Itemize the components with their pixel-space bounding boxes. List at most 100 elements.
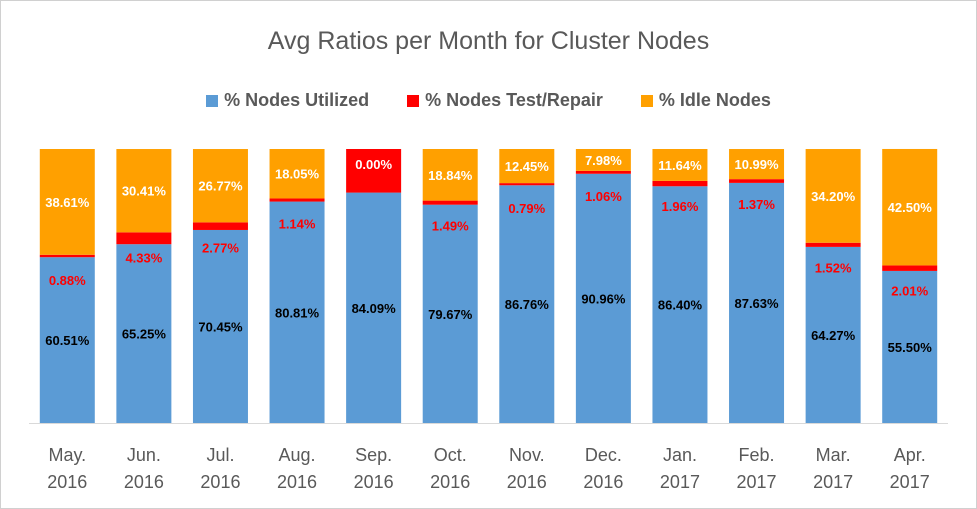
legend-item-test-repair: % Nodes Test/Repair (407, 90, 603, 111)
data-label: 2.01% (891, 283, 928, 298)
bar-segment (652, 149, 708, 181)
bar-segment (499, 149, 555, 184)
data-label: 4.33% (125, 250, 162, 265)
x-tick-label: 2016 (47, 472, 87, 492)
bar-segment (575, 149, 631, 171)
data-label: 42.50% (888, 200, 933, 215)
bar-segment (575, 170, 631, 174)
data-label: 11.64% (658, 158, 702, 173)
data-label: 10.99% (734, 157, 779, 172)
data-label: 1.06% (585, 189, 622, 204)
x-tick-label: 2016 (507, 472, 547, 492)
x-tick-label: Jun. (127, 445, 161, 465)
data-label: 86.76% (505, 297, 550, 312)
legend-swatch-test-repair (407, 94, 420, 107)
legend-swatch-utilized (206, 94, 219, 107)
data-label: 1.49% (432, 219, 469, 234)
bar-segment (346, 192, 402, 423)
data-label: 0.00% (355, 157, 392, 172)
x-tick-label: Sep. (355, 445, 392, 465)
legend-label-utilized: % Nodes Utilized (224, 90, 370, 110)
x-tick-label: 2016 (200, 472, 240, 492)
bar-segment (729, 179, 785, 183)
bar-segment (39, 257, 95, 423)
bar-segment (269, 198, 325, 202)
bar-segment (729, 182, 785, 423)
data-label: 1.37% (738, 197, 775, 212)
bar-segment (269, 201, 325, 423)
bar-segment (652, 186, 708, 423)
data-label: 65.25% (122, 327, 167, 342)
bar-segment (116, 232, 172, 245)
data-label: 34.20% (811, 189, 856, 204)
bar-segment (805, 246, 861, 423)
bar-segment (499, 185, 555, 423)
data-label: 38.61% (45, 195, 90, 210)
x-tick-label: 2016 (583, 472, 623, 492)
data-label: 0.88% (49, 273, 86, 288)
bar-segment (269, 149, 325, 199)
data-label: 87.63% (734, 296, 779, 311)
legend-label-idle: % Idle Nodes (658, 90, 771, 110)
bar-segment (499, 183, 555, 186)
data-label: 79.67% (428, 307, 473, 322)
data-label: 80.81% (275, 305, 320, 320)
data-label: 30.41% (122, 184, 167, 199)
data-label: 64.27% (811, 328, 856, 343)
x-tick-label: Mar. (816, 445, 851, 465)
data-label: 18.05% (275, 167, 320, 182)
data-label: 18.84% (428, 168, 473, 183)
data-label: 7.98% (585, 153, 622, 168)
x-tick-label: 2017 (737, 472, 777, 492)
bar-segment (39, 149, 95, 255)
x-tick-label: Nov. (509, 445, 545, 465)
x-tick-label: 2016 (277, 472, 317, 492)
bar-segment (422, 149, 478, 201)
bar-segment (192, 222, 248, 230)
data-label: 60.51% (45, 333, 90, 348)
data-label: 55.50% (888, 340, 933, 355)
x-tick-label: Apr. (894, 445, 926, 465)
legend-swatch-idle (640, 94, 653, 107)
data-label: 70.45% (198, 319, 243, 334)
x-tick-label: Dec. (585, 445, 622, 465)
bar-segment (116, 244, 172, 423)
x-tick-label: 2016 (354, 472, 394, 492)
bar-segment (882, 148, 938, 266)
data-label: 15.91% (352, 164, 397, 179)
data-label: 26.77% (198, 179, 243, 194)
bar-segment (729, 149, 785, 180)
chart-legend: % Nodes Utilized % Nodes Test/Repair % I… (1, 90, 976, 111)
legend-label-test-repair: % Nodes Test/Repair (425, 90, 603, 110)
bar-segment (192, 149, 248, 223)
data-label: 1.52% (815, 261, 852, 276)
data-label: 12.45% (505, 159, 550, 174)
bar-segment (192, 229, 248, 423)
bar-segment (422, 200, 478, 205)
x-tick-label: 2017 (813, 472, 853, 492)
bar-segment (805, 242, 861, 247)
x-tick-label: Feb. (739, 445, 775, 465)
x-tick-label: Jul. (206, 445, 234, 465)
data-label: 1.14% (279, 216, 316, 231)
bar-segment (346, 149, 402, 193)
x-tick-label: May. (48, 445, 86, 465)
chart-title: Avg Ratios per Month for Cluster Nodes (267, 27, 710, 55)
bar-segment (882, 270, 938, 423)
data-label: 86.40% (658, 298, 703, 313)
x-tick-label: Aug. (279, 445, 316, 465)
bar-segment (39, 254, 95, 258)
x-tick-label: 2016 (430, 472, 470, 492)
data-label: 2.77% (202, 240, 239, 255)
x-tick-label: 2017 (890, 472, 930, 492)
bar-segment (575, 173, 631, 423)
data-label: 0.79% (508, 201, 545, 216)
bar-segment (422, 204, 478, 423)
x-tick-label: Jan. (663, 445, 697, 465)
legend-item-idle: % Idle Nodes (640, 90, 771, 111)
bar-segment (116, 149, 172, 233)
data-label: 90.96% (581, 291, 626, 306)
bar-segment (805, 149, 861, 243)
x-tick-label: 2016 (124, 472, 164, 492)
